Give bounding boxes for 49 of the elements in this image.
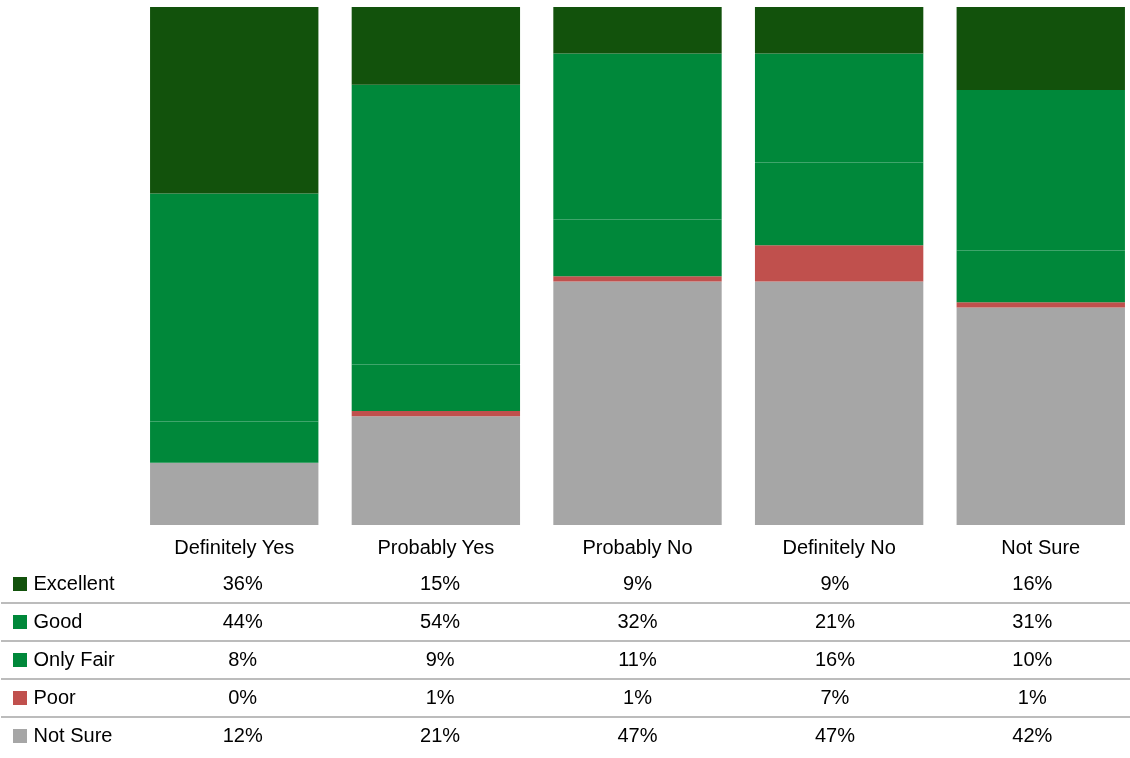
data-label: 9% (425, 648, 455, 670)
data-label: 1% (623, 686, 653, 708)
data-label: 47% (617, 724, 658, 746)
data-label: 12% (222, 724, 263, 746)
legend-label: Only Fair (33, 648, 115, 670)
data-label: 0% (228, 686, 258, 708)
bar (351, 7, 521, 85)
bar (553, 281, 722, 525)
bar (956, 302, 1125, 308)
bar (351, 411, 521, 417)
data-label: 16% (814, 648, 856, 670)
bar (754, 281, 924, 525)
bar (150, 7, 319, 194)
data-label: 32% (617, 610, 658, 632)
x-tick-label: Probably No (582, 535, 693, 558)
data-label: 47% (814, 724, 856, 746)
x-tick-label: Probably Yes (377, 535, 495, 558)
legend-label: Poor (33, 686, 77, 708)
data-label: 16% (1012, 572, 1053, 594)
data-label: 44% (222, 610, 263, 632)
data-label: 21% (420, 724, 461, 746)
x-tick-label: Definitely Yes (174, 535, 295, 558)
data-label: 15% (420, 572, 461, 594)
data-label: 31% (1012, 610, 1053, 632)
bar (754, 7, 924, 54)
x-tick-label: Definitely No (782, 535, 896, 558)
data-label: 1% (1017, 686, 1047, 708)
data-label: 8% (228, 648, 258, 670)
bar (553, 7, 722, 54)
legend-label: Not Sure (33, 724, 113, 746)
data-label: 10% (1012, 648, 1053, 670)
bar (150, 462, 319, 525)
bar (754, 245, 924, 282)
data-label: 21% (814, 610, 856, 632)
data-label: 36% (222, 572, 263, 594)
bar (553, 276, 722, 282)
data-label: 9% (623, 572, 653, 594)
data-label: 7% (820, 686, 850, 708)
x-tick-label: Not Sure (1001, 535, 1081, 558)
legend-label: Excellent (33, 572, 116, 594)
data-label: 54% (420, 610, 461, 632)
data-label: 42% (1012, 724, 1053, 746)
bar (956, 307, 1125, 525)
data-label: 9% (820, 572, 850, 594)
data-label: 1% (425, 686, 455, 708)
data-label: 11% (618, 648, 657, 670)
legend-label: Good (33, 610, 83, 632)
bar (351, 416, 521, 525)
bar (956, 7, 1125, 90)
